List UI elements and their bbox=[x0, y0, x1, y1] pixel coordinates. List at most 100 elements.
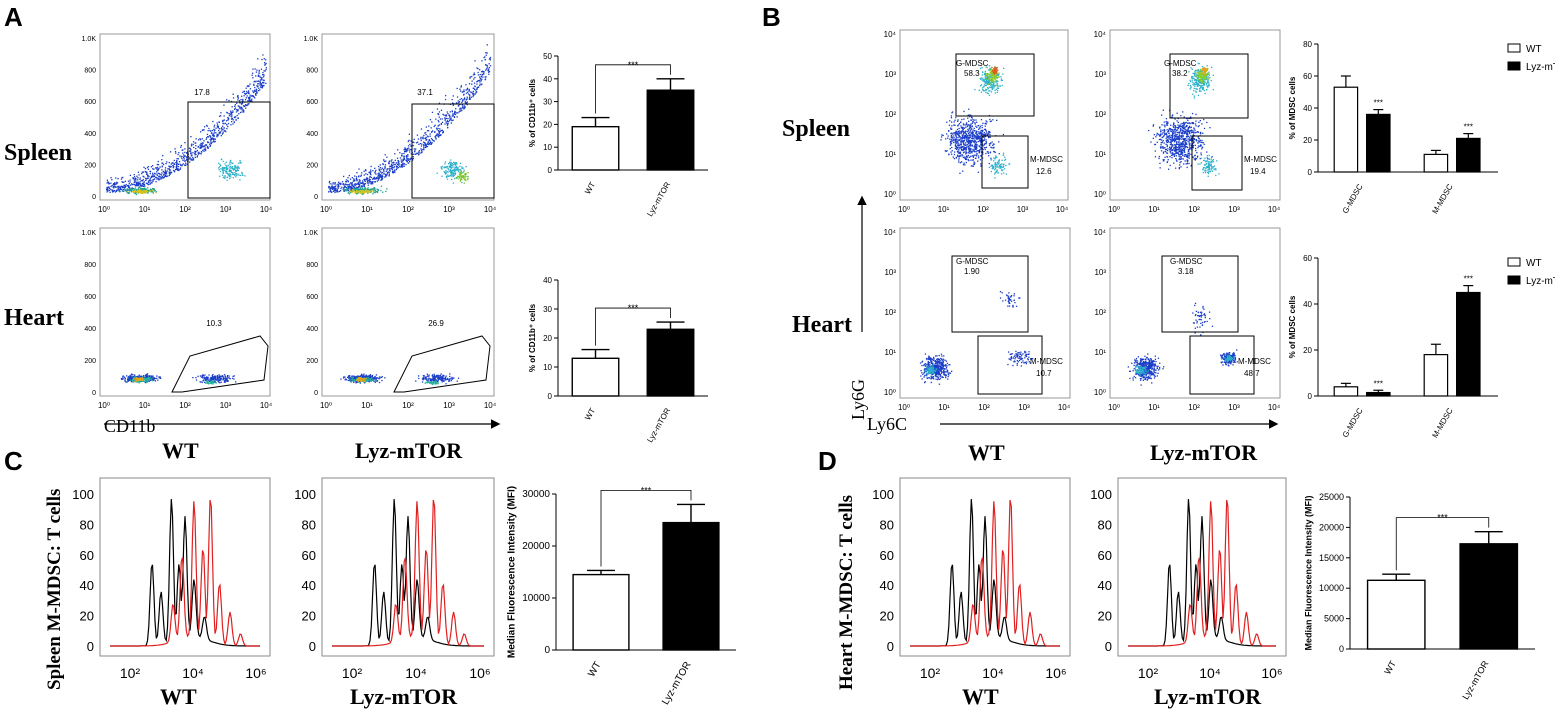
row-label-heart-a: Heart bbox=[4, 305, 64, 331]
panel-label-d: D bbox=[818, 446, 837, 476]
hist-c-wt-ytick: 20 bbox=[80, 609, 94, 624]
flow-a-spleen-mtor-ytick: 0 bbox=[314, 194, 318, 201]
hist-c-wt-ytick: 0 bbox=[87, 639, 94, 654]
B_heart_bar-ytick-label: 20 bbox=[1303, 346, 1312, 355]
hist-c-mtor-ytick: 40 bbox=[302, 578, 316, 593]
group-label-a-mtor: Lyz-mTOR bbox=[355, 438, 463, 463]
flow-b-heart-wt-m-label: M-MDSC bbox=[1030, 357, 1063, 366]
flow-b-heart-wt-ytick: 10¹ bbox=[884, 348, 896, 357]
A_spleen_bar-cat-label: Lyz-mTOR bbox=[645, 180, 672, 218]
flow-b-spleen-mtor-xtick: 10⁴ bbox=[1268, 205, 1281, 214]
hist-d-mtor-ytick: 100 bbox=[1090, 487, 1112, 502]
B_heart_bar-legend-swatch bbox=[1507, 257, 1521, 267]
flow-a-heart-wt-xtick: 10³ bbox=[220, 401, 232, 410]
C_bar-cat-label: WT bbox=[586, 660, 603, 679]
hist-c-wt-ytick: 40 bbox=[80, 578, 94, 593]
C_bar-sig: *** bbox=[641, 485, 652, 495]
flow-b-spleen-wt-ytick: 10⁴ bbox=[884, 30, 897, 39]
flow-a-heart-wt-xtick: 10⁴ bbox=[260, 401, 273, 410]
B_spleen_bar-ytick-label: 0 bbox=[1308, 168, 1313, 177]
flow-b-spleen-mtor-xtick: 10³ bbox=[1228, 205, 1240, 214]
hist-c-mtor-ytick: 60 bbox=[302, 548, 316, 563]
flow-b-spleen-mtor-xtick: 10¹ bbox=[1148, 205, 1160, 214]
flow-b-spleen-wt-g-label: G-MDSC bbox=[956, 59, 989, 68]
D_bar-bar-Lyz-mTOR bbox=[1459, 543, 1519, 650]
flow-a-spleen-wt-ytick: 800 bbox=[84, 68, 96, 75]
flow-b-heart-wt-frame bbox=[899, 227, 1071, 399]
flow-a-heart-wt-ytick: 0 bbox=[92, 390, 96, 397]
A_heart_bar-ytick-label: 40 bbox=[543, 276, 552, 285]
flow-b-heart-mtor-g-value: 3.18 bbox=[1178, 267, 1194, 276]
C_bar-bracket bbox=[600, 490, 692, 567]
flow-b-spleen-mtor-m-label: M-MDSC bbox=[1244, 155, 1277, 164]
B_heart_bar-bar-WT-G-MDSC bbox=[1333, 386, 1359, 397]
flow-a-spleen-wt-xtick: 10¹ bbox=[139, 205, 151, 214]
group-label-d-wt: WT bbox=[962, 684, 999, 709]
hist-d-wt-xtick: 10² bbox=[920, 665, 941, 681]
A_heart_bar-sig: *** bbox=[628, 303, 639, 313]
flow-a-heart-wt-gate bbox=[171, 335, 269, 393]
D_bar-sig: *** bbox=[1437, 513, 1448, 523]
bar-chart-A_heart_bar: 0 10 20 30 40 % of CD11b⁺ cells WT Lyz-mTOR *** bbox=[528, 276, 708, 444]
flow-b-heart-mtor-ytick: 10² bbox=[1094, 308, 1106, 317]
flow-a-spleen-mtor-gate-value: 37.1 bbox=[417, 88, 433, 97]
hist-c-mtor-ytick: 0 bbox=[309, 639, 316, 654]
hist-c-mtor-xtick: 10⁶ bbox=[469, 665, 490, 681]
flow-a-heart-mtor-ytick: 400 bbox=[306, 326, 318, 333]
flow-a-heart-wt-ytick: 200 bbox=[84, 358, 96, 365]
flow-b-spleen-wt-ytick: 10⁰ bbox=[884, 190, 896, 199]
flow-a-spleen-mtor-gate bbox=[411, 103, 495, 199]
group-label-b-mtor: Lyz-mTOR bbox=[1150, 440, 1258, 465]
flow-b-spleen-wt-ytick: 10² bbox=[884, 110, 896, 119]
flow-a-spleen-mtor-xtick: 10² bbox=[402, 205, 414, 214]
flow-a-heart-mtor-frame bbox=[321, 227, 495, 397]
flow-a-spleen-mtor-ytick: 400 bbox=[306, 131, 318, 138]
flow-a-heart-wt-xtick: 10² bbox=[179, 401, 191, 410]
C_bar-bar-Lyz-mTOR bbox=[662, 521, 720, 651]
flow-a-spleen-wt-ytick: 200 bbox=[84, 162, 96, 169]
hist-d-mtor-ytick: 60 bbox=[1098, 548, 1112, 563]
flow-b-spleen-mtor-frame bbox=[1109, 29, 1281, 201]
flow-a-spleen-mtor-xtick: 10⁴ bbox=[484, 205, 497, 214]
flow-b-spleen-mtor-ytick: 10⁴ bbox=[1094, 30, 1107, 39]
hist-d-mtor-ytick: 0 bbox=[1105, 639, 1112, 654]
flow-b-spleen-mtor-g-label: G-MDSC bbox=[1164, 59, 1197, 68]
hist-d-wt-ytick: 60 bbox=[880, 548, 894, 563]
flow-b-spleen-mtor-ytick: 10³ bbox=[1094, 70, 1106, 79]
group-label-c-mtor: Lyz-mTOR bbox=[350, 684, 458, 709]
hist-d-mtor-black-curve bbox=[1128, 499, 1276, 647]
flow-a-heart-wt-gate-value: 10.3 bbox=[206, 319, 222, 328]
flow-a-spleen-mtor-ytick: 1.0K bbox=[304, 36, 319, 43]
bar-chart-A_spleen_bar: 0 10 20 30 40 50 % of CD11b⁺ cells WT Lyz-mTOR **… bbox=[528, 52, 708, 218]
flow-b-spleen-wt-xtick: 10¹ bbox=[938, 205, 950, 214]
D_bar-ytick-label: 15000 bbox=[1319, 553, 1344, 563]
flow-a-heart-wt: 0 200 400 600 800 1.0K 10⁰ 10¹ 10² 10³ 10⁴ 10.3 bbox=[82, 227, 273, 410]
B_heart_bar-sig: *** bbox=[1464, 275, 1473, 284]
flow-b-spleen-mtor-xtick: 10⁰ bbox=[1108, 205, 1120, 214]
flow-a-heart-wt-frame bbox=[99, 227, 271, 397]
D_bar-ytick-label: 20000 bbox=[1319, 522, 1344, 532]
flow-b-heart-wt-xtick: 10⁴ bbox=[1058, 403, 1071, 412]
flow-b-spleen-wt-xtick: 10⁰ bbox=[898, 205, 910, 214]
hist-c-wt-ytick: 80 bbox=[80, 517, 94, 532]
flow-b-spleen-wt-ytick: 10¹ bbox=[884, 150, 896, 159]
flow-b-spleen-wt-xtick: 10² bbox=[977, 205, 989, 214]
bar-chart-C_bar: 0 10000 20000 30000 Median Fluorescence Inte… bbox=[507, 485, 736, 707]
flow-a-spleen-wt-gate bbox=[187, 101, 271, 199]
C_bar-cat-label: Lyz-mTOR bbox=[660, 660, 693, 707]
D_bar-ytick-label: 10000 bbox=[1319, 583, 1344, 593]
axis-label-cd11b: CD11b bbox=[104, 416, 156, 436]
B_heart_bar-ytick-label: 40 bbox=[1303, 300, 1312, 309]
flow-b-heart-mtor-ytick: 10⁰ bbox=[1094, 388, 1106, 397]
flow-a-heart-mtor: 0 200 400 600 800 1.0K 10⁰ 10¹ 10² 10³ 10⁴ 26.9 bbox=[304, 227, 497, 410]
flow-b-spleen-mtor-ytick: 10⁰ bbox=[1094, 190, 1106, 199]
panel-label-a: A bbox=[4, 2, 23, 32]
hist-c-wt-red-curve bbox=[110, 499, 260, 647]
flow-b-heart-mtor-xtick: 10⁰ bbox=[1108, 403, 1120, 412]
B_spleen_bar-cat-label: M-MDSC bbox=[1430, 182, 1454, 215]
group-label-a-wt: WT bbox=[162, 438, 199, 463]
flow-a-heart-wt-ytick: 1.0K bbox=[82, 230, 97, 237]
hist-d-wt-frame bbox=[899, 477, 1071, 657]
hist-d-wt-red-curve bbox=[910, 499, 1060, 647]
